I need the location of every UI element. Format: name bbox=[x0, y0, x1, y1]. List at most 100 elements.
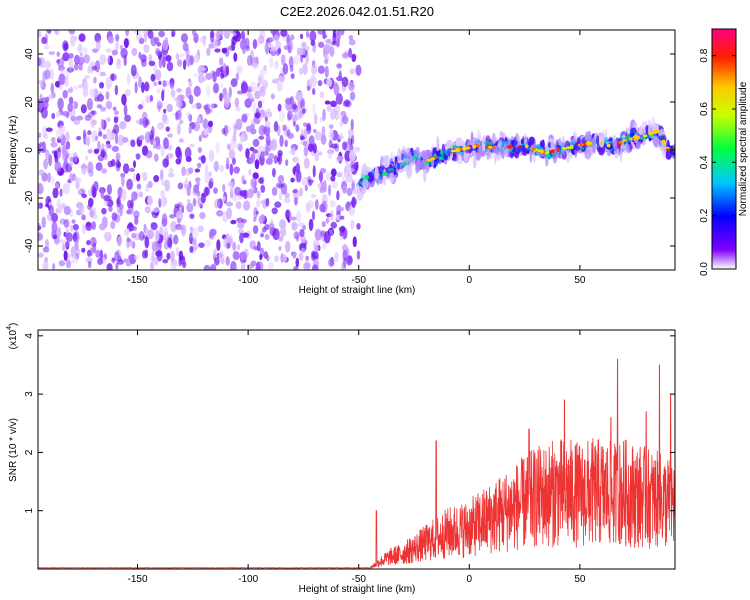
noise-speck bbox=[144, 206, 151, 214]
noise-speck bbox=[161, 217, 168, 227]
noise-speck bbox=[88, 197, 94, 208]
noise-speck bbox=[323, 49, 327, 59]
spectrogram-xtick-label: 0 bbox=[467, 275, 473, 286]
noise-speck bbox=[350, 134, 355, 145]
noise-speck bbox=[90, 130, 98, 143]
noise-speck bbox=[131, 232, 137, 239]
noise-speck bbox=[165, 54, 172, 62]
noise-speck bbox=[58, 73, 66, 86]
noise-speck bbox=[235, 118, 243, 131]
noise-speck bbox=[131, 191, 138, 201]
noise-speck bbox=[89, 209, 94, 218]
noise-speck bbox=[188, 114, 193, 123]
noise-speck bbox=[68, 96, 74, 105]
noise-speck bbox=[84, 74, 90, 80]
noise-speck bbox=[101, 168, 108, 174]
noise-speck bbox=[115, 41, 120, 52]
snr-xtick-label: -150 bbox=[128, 574, 148, 585]
noise-speck bbox=[71, 255, 79, 264]
noise-speck bbox=[52, 187, 59, 199]
noise-speck bbox=[175, 53, 180, 61]
noise-speck bbox=[100, 187, 105, 199]
noise-speck bbox=[343, 257, 347, 269]
noise-speck bbox=[220, 72, 225, 79]
noise-speck bbox=[328, 139, 333, 149]
signal-speck bbox=[503, 140, 509, 145]
noise-speck bbox=[274, 60, 279, 70]
noise-speck bbox=[226, 143, 232, 151]
signal-peak bbox=[430, 157, 436, 161]
noise-speck bbox=[161, 115, 169, 125]
signal-peak bbox=[455, 148, 461, 153]
noise-speck bbox=[77, 57, 85, 65]
noise-speck bbox=[256, 190, 261, 199]
noise-speck bbox=[149, 95, 154, 102]
noise-speck bbox=[58, 203, 63, 214]
noise-speck bbox=[153, 175, 160, 183]
noise-speck bbox=[51, 221, 58, 234]
noise-speck bbox=[340, 206, 345, 212]
noise-speck bbox=[161, 56, 166, 68]
noise-speck bbox=[106, 117, 111, 122]
noise-speck bbox=[38, 252, 44, 258]
signal-speck bbox=[401, 162, 408, 166]
noise-speck bbox=[332, 32, 337, 45]
noise-speck bbox=[134, 81, 138, 94]
noise-speck bbox=[271, 167, 276, 178]
noise-speck bbox=[298, 243, 302, 251]
noise-speck bbox=[274, 201, 282, 208]
noise-speck bbox=[126, 209, 132, 215]
noise-speck bbox=[84, 114, 92, 122]
noise-speck bbox=[294, 108, 302, 121]
signal-speck bbox=[446, 148, 452, 156]
noise-speck bbox=[303, 262, 311, 270]
noise-speck bbox=[78, 62, 83, 71]
noise-speck bbox=[67, 102, 73, 113]
noise-speck bbox=[175, 109, 182, 120]
noise-speck bbox=[336, 171, 343, 178]
noise-speck bbox=[291, 221, 298, 231]
noise-speck bbox=[48, 51, 56, 56]
noise-speck bbox=[123, 38, 129, 49]
noise-speck bbox=[305, 30, 310, 38]
noise-speck bbox=[153, 153, 159, 162]
noise-speck bbox=[277, 183, 285, 188]
noise-speck bbox=[312, 45, 316, 52]
noise-speck bbox=[290, 147, 296, 156]
noise-speck bbox=[269, 56, 274, 69]
noise-speck bbox=[194, 177, 201, 183]
signal-speck bbox=[481, 135, 486, 152]
signal-peak bbox=[634, 135, 641, 140]
noise-speck bbox=[303, 122, 307, 127]
svg-text:(x104): (x104) bbox=[6, 323, 19, 350]
noise-speck bbox=[301, 108, 306, 114]
noise-speck bbox=[130, 139, 136, 148]
noise-speck bbox=[277, 175, 285, 184]
noise-speck bbox=[99, 249, 104, 261]
noise-speck bbox=[40, 106, 48, 119]
noise-speck bbox=[325, 38, 332, 44]
noise-speck bbox=[96, 104, 103, 109]
noise-speck bbox=[325, 171, 332, 182]
noise-speck bbox=[56, 127, 64, 140]
noise-speck bbox=[166, 103, 173, 113]
snr-ytick-label: 2 bbox=[24, 449, 35, 455]
noise-speck bbox=[221, 47, 228, 54]
noise-speck bbox=[75, 181, 80, 190]
noise-speck bbox=[210, 31, 214, 43]
signal-speck bbox=[629, 127, 637, 136]
noise-speck bbox=[329, 200, 336, 208]
noise-speck bbox=[208, 177, 214, 189]
noise-speck bbox=[58, 260, 66, 267]
noise-speck bbox=[86, 239, 91, 246]
noise-speck bbox=[150, 222, 158, 231]
signal-speck bbox=[420, 159, 427, 170]
noise-speck bbox=[271, 46, 277, 52]
noise-speck bbox=[58, 83, 63, 91]
noise-speck bbox=[234, 97, 239, 108]
noise-speck bbox=[41, 141, 46, 153]
noise-speck bbox=[301, 41, 307, 48]
noise-speck bbox=[162, 158, 169, 168]
noise-speck bbox=[252, 149, 258, 154]
noise-speck bbox=[129, 240, 134, 248]
